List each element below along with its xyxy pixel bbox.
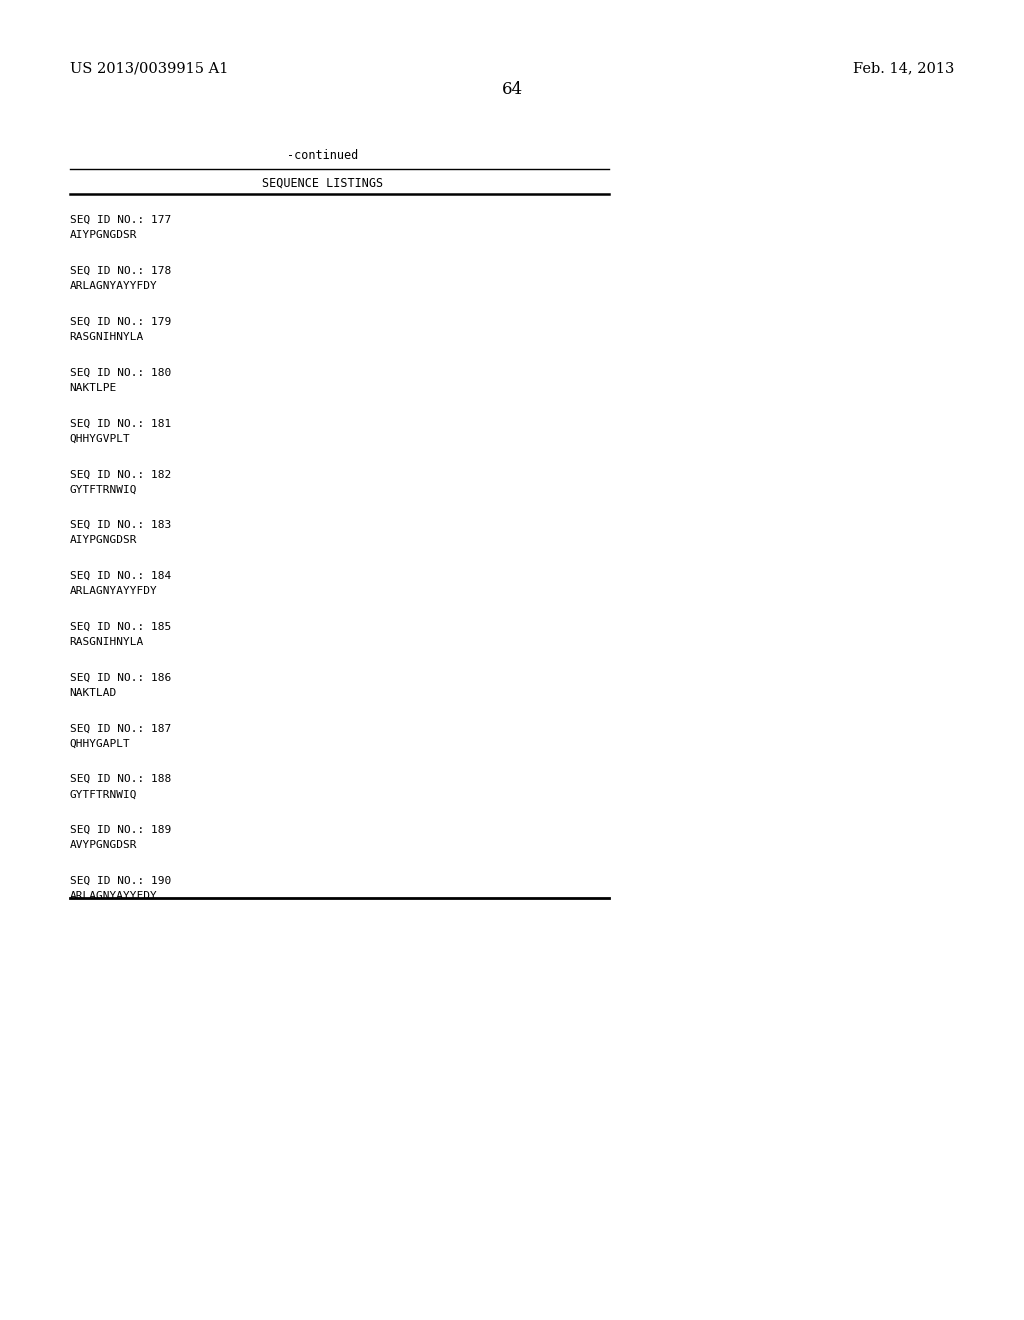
Text: SEQ ID NO.: 179: SEQ ID NO.: 179	[70, 317, 171, 327]
Text: SEQ ID NO.: 188: SEQ ID NO.: 188	[70, 774, 171, 784]
Text: QHHYGAPLT: QHHYGAPLT	[70, 738, 130, 748]
Text: SEQ ID NO.: 184: SEQ ID NO.: 184	[70, 570, 171, 581]
Text: SEQ ID NO.: 180: SEQ ID NO.: 180	[70, 367, 171, 378]
Text: SEQ ID NO.: 186: SEQ ID NO.: 186	[70, 672, 171, 682]
Text: NAKTLAD: NAKTLAD	[70, 688, 117, 698]
Text: GYTFTRNWIQ: GYTFTRNWIQ	[70, 789, 137, 800]
Text: ARLAGNYAYYFDY: ARLAGNYAYYFDY	[70, 891, 158, 902]
Text: SEQ ID NO.: 190: SEQ ID NO.: 190	[70, 875, 171, 886]
Text: Feb. 14, 2013: Feb. 14, 2013	[853, 61, 954, 75]
Text: SEQ ID NO.: 181: SEQ ID NO.: 181	[70, 418, 171, 429]
Text: AIYPGNGDSR: AIYPGNGDSR	[70, 535, 137, 545]
Text: RASGNIHNYLA: RASGNIHNYLA	[70, 331, 144, 342]
Text: GYTFTRNWIQ: GYTFTRNWIQ	[70, 484, 137, 495]
Text: US 2013/0039915 A1: US 2013/0039915 A1	[70, 61, 228, 75]
Text: SEQ ID NO.: 182: SEQ ID NO.: 182	[70, 469, 171, 479]
Text: SEQ ID NO.: 183: SEQ ID NO.: 183	[70, 520, 171, 531]
Text: ARLAGNYAYYFDY: ARLAGNYAYYFDY	[70, 586, 158, 597]
Text: SEQ ID NO.: 187: SEQ ID NO.: 187	[70, 723, 171, 734]
Text: 64: 64	[502, 81, 522, 98]
Text: QHHYGVPLT: QHHYGVPLT	[70, 433, 130, 444]
Text: NAKTLPE: NAKTLPE	[70, 383, 117, 393]
Text: SEQ ID NO.: 178: SEQ ID NO.: 178	[70, 267, 171, 276]
Text: SEQ ID NO.: 177: SEQ ID NO.: 177	[70, 215, 171, 226]
Text: SEQ ID NO.: 189: SEQ ID NO.: 189	[70, 825, 171, 836]
Text: AVYPGNGDSR: AVYPGNGDSR	[70, 840, 137, 850]
Text: AIYPGNGDSR: AIYPGNGDSR	[70, 230, 137, 240]
Text: SEQ ID NO.: 185: SEQ ID NO.: 185	[70, 622, 171, 632]
Text: RASGNIHNYLA: RASGNIHNYLA	[70, 636, 144, 647]
Text: ARLAGNYAYYFDY: ARLAGNYAYYFDY	[70, 281, 158, 292]
Text: SEQUENCE LISTINGS: SEQUENCE LISTINGS	[262, 177, 383, 189]
Text: -continued: -continued	[287, 149, 358, 162]
